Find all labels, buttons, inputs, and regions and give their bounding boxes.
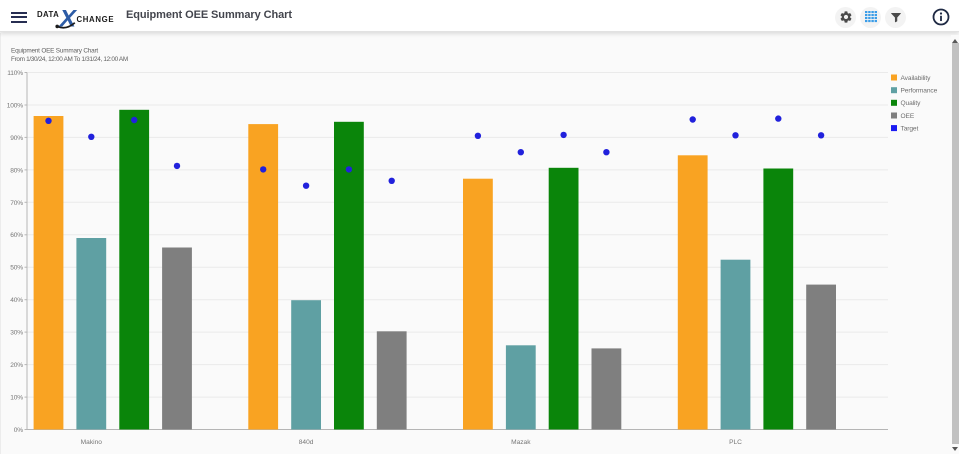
svg-text:0%: 0%	[14, 427, 24, 434]
svg-text:80%: 80%	[10, 167, 23, 174]
svg-text:30%: 30%	[10, 330, 23, 337]
svg-text:90%: 90%	[10, 135, 23, 142]
svg-text:50%: 50%	[10, 265, 23, 272]
svg-text:Mazak: Mazak	[511, 439, 531, 446]
svg-text:Target: Target	[901, 126, 919, 133]
svg-text:Quality: Quality	[901, 100, 922, 107]
svg-text:DATA: DATA	[37, 10, 59, 19]
svg-text:PLC: PLC	[729, 439, 742, 446]
svg-text:Performance: Performance	[901, 88, 938, 95]
svg-text:Makino: Makino	[81, 439, 103, 446]
svg-text:OEE: OEE	[901, 113, 915, 120]
svg-text:From 1/30/24, 12:00 AM To 1/31: From 1/30/24, 12:00 AM To 1/31/24, 12:00…	[11, 56, 128, 63]
svg-text:40%: 40%	[10, 297, 23, 304]
svg-text:X: X	[58, 6, 78, 29]
svg-text:10%: 10%	[10, 394, 23, 401]
svg-text:100%: 100%	[7, 102, 24, 109]
svg-text:70%: 70%	[10, 200, 23, 207]
svg-text:Equipment OEE Summary Chart: Equipment OEE Summary Chart	[11, 47, 98, 54]
svg-text:110%: 110%	[7, 70, 23, 77]
svg-text:840d: 840d	[299, 439, 314, 446]
svg-text:20%: 20%	[10, 362, 23, 369]
svg-text:CHANGE: CHANGE	[77, 15, 115, 24]
svg-text:Availability: Availability	[901, 75, 932, 82]
svg-text:60%: 60%	[10, 232, 23, 239]
